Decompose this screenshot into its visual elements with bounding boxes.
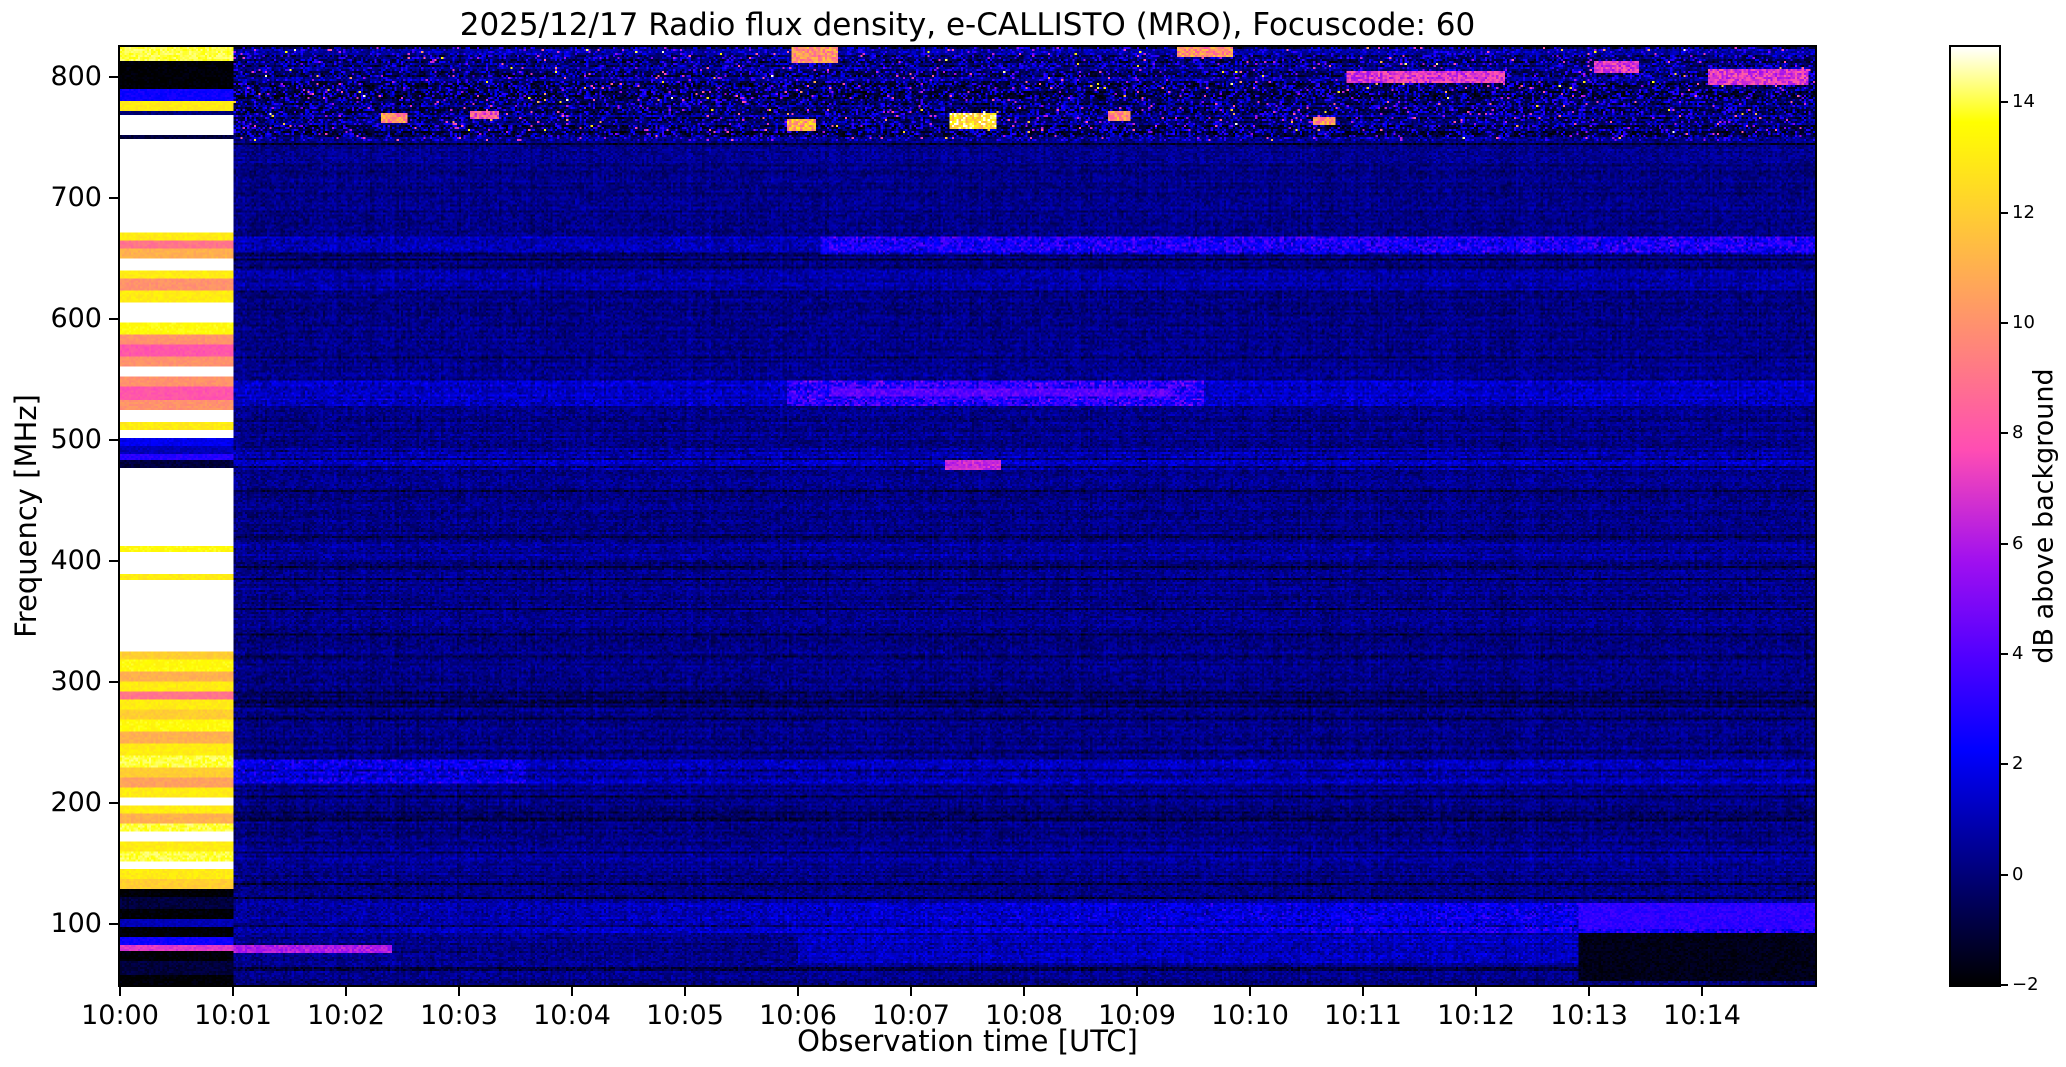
- colorbar-tick-mark: [2001, 873, 2008, 876]
- x-tick-label: 10:14: [1663, 1000, 1741, 1031]
- colorbar-tick-mark: [2001, 432, 2008, 435]
- y-tick-mark: [109, 318, 118, 321]
- x-tick-label: 10:11: [1324, 1000, 1402, 1031]
- chart-title: 2025/12/17 Radio flux density, e-CALLIST…: [459, 7, 1476, 43]
- colorbar-tick-label: 10: [2012, 311, 2035, 333]
- colorbar-tick-mark: [2001, 763, 2008, 766]
- colorbar-gradient: [1949, 45, 2001, 987]
- colorbar-tick-label: 14: [2012, 91, 2035, 113]
- y-tick-label: 200: [50, 787, 102, 819]
- x-tick-mark: [1023, 987, 1025, 996]
- y-tick-label: 600: [50, 303, 102, 335]
- y-tick-label: 800: [50, 61, 102, 93]
- colorbar-tick-mark: [2001, 101, 2008, 104]
- x-tick-mark: [1249, 987, 1251, 996]
- x-tick-mark: [797, 987, 799, 996]
- x-tick-label: 10:01: [194, 1000, 272, 1031]
- y-tick-mark: [109, 560, 118, 563]
- colorbar-label: dB above background: [2028, 368, 2060, 664]
- colorbar-tick-mark: [2001, 542, 2008, 545]
- x-tick-label: 10:00: [81, 1000, 159, 1031]
- colorbar-tick-mark: [2001, 984, 2008, 986]
- x-tick-label: 10:05: [646, 1000, 724, 1031]
- plot-area: [118, 45, 1817, 987]
- x-tick-mark: [571, 987, 573, 996]
- x-tick-mark: [1475, 987, 1477, 996]
- colorbar-tick-label: 2: [2012, 753, 2024, 775]
- y-tick-label: 100: [50, 908, 102, 940]
- x-tick-label: 10:02: [307, 1000, 385, 1031]
- x-tick-mark: [232, 987, 234, 996]
- colorbar-tick-label: 12: [2012, 201, 2035, 223]
- x-tick-label: 10:08: [985, 1000, 1063, 1031]
- x-axis-label: Observation time [UTC]: [797, 1024, 1138, 1058]
- x-tick-label: 10:06: [759, 1000, 837, 1031]
- x-tick-mark: [1136, 987, 1138, 996]
- x-tick-label: 10:04: [533, 1000, 611, 1031]
- colorbar-tick-mark: [2001, 321, 2008, 324]
- x-tick-label: 10:09: [1098, 1000, 1176, 1031]
- y-tick-mark: [109, 439, 118, 442]
- y-tick-mark: [109, 681, 118, 684]
- x-tick-mark: [345, 987, 347, 996]
- x-tick-label: 10:13: [1550, 1000, 1628, 1031]
- x-tick-mark: [1701, 987, 1703, 996]
- y-tick-mark: [109, 197, 118, 200]
- x-tick-mark: [1362, 987, 1364, 996]
- colorbar-tick-mark: [2001, 652, 2008, 655]
- y-tick-label: 500: [50, 424, 102, 456]
- colorbar-tick-label: 6: [2012, 532, 2024, 554]
- x-tick-label: 10:07: [872, 1000, 950, 1031]
- y-tick-label: 300: [50, 666, 102, 698]
- x-tick-mark: [1588, 987, 1590, 996]
- spectrogram-canvas: [120, 47, 1815, 985]
- colorbar-tick-label: 4: [2012, 642, 2024, 664]
- x-tick-label: 10:12: [1437, 1000, 1515, 1031]
- x-tick-label: 10:10: [1211, 1000, 1289, 1031]
- x-tick-label: 10:03: [420, 1000, 498, 1031]
- x-tick-mark: [910, 987, 912, 996]
- y-tick-mark: [109, 802, 118, 805]
- y-tick-mark: [109, 923, 118, 926]
- x-tick-mark: [119, 987, 121, 996]
- colorbar-tick-mark: [2001, 211, 2008, 214]
- y-tick-mark: [109, 76, 118, 79]
- colorbar-tick-label: 8: [2012, 422, 2024, 444]
- y-tick-label: 700: [50, 182, 102, 214]
- x-tick-mark: [458, 987, 460, 996]
- colorbar-tick-label: −2: [2012, 974, 2039, 995]
- colorbar-tick-label: 0: [2012, 863, 2024, 885]
- x-tick-mark: [684, 987, 686, 996]
- y-tick-label: 400: [50, 545, 102, 577]
